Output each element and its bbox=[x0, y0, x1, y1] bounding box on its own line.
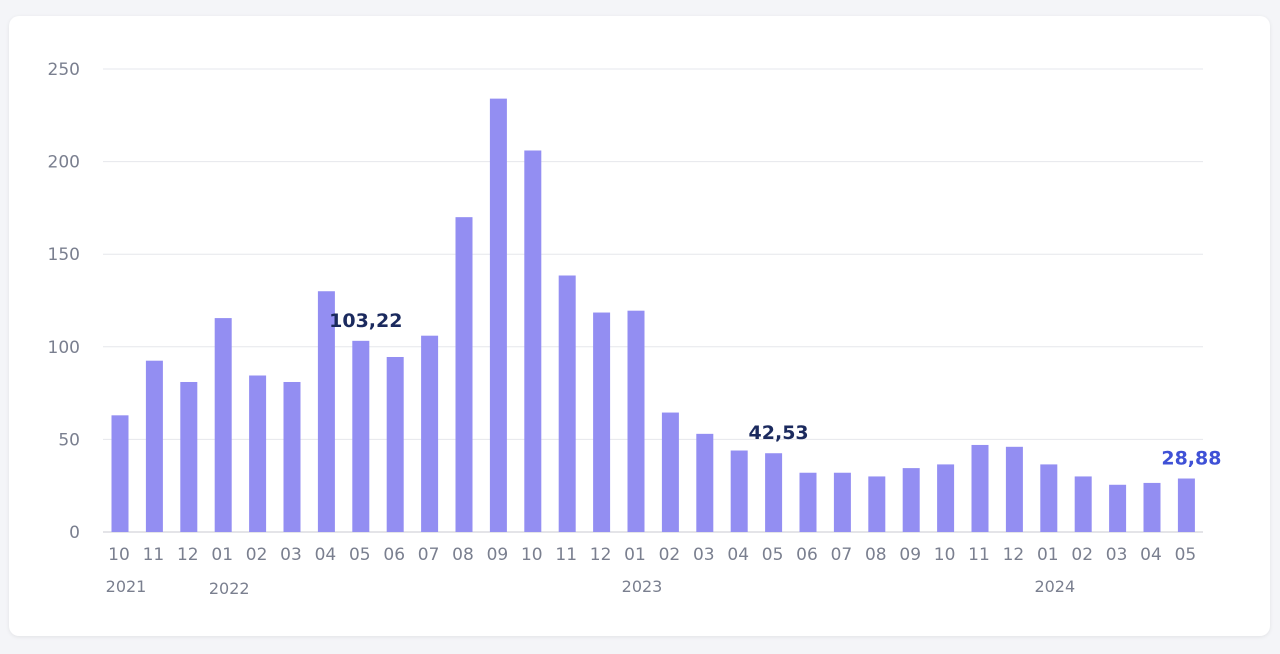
bar[interactable] bbox=[730, 450, 748, 532]
x-tick-label: 05 bbox=[349, 545, 371, 565]
x-tick-label: 01 bbox=[624, 545, 646, 565]
year-label: 2024 bbox=[1034, 577, 1075, 596]
data-label: 42,53 bbox=[749, 422, 809, 444]
bar[interactable] bbox=[593, 312, 611, 532]
x-tick-label: 09 bbox=[487, 545, 509, 565]
bar[interactable] bbox=[386, 356, 404, 532]
data-label: 28,88 bbox=[1161, 448, 1221, 470]
bar[interactable] bbox=[971, 444, 989, 532]
bar[interactable] bbox=[489, 98, 507, 533]
x-tick-label: 09 bbox=[899, 545, 921, 565]
x-tick-label: 10 bbox=[521, 545, 543, 565]
y-tick-label: 200 bbox=[48, 153, 80, 173]
x-tick-label: 03 bbox=[280, 545, 302, 565]
bar[interactable] bbox=[661, 412, 679, 532]
bar[interactable] bbox=[1005, 446, 1023, 532]
bar[interactable] bbox=[180, 381, 198, 532]
x-tick-label: 06 bbox=[383, 545, 405, 565]
bar[interactable] bbox=[1040, 464, 1058, 532]
bar[interactable] bbox=[1143, 482, 1161, 532]
year-label: 2021 bbox=[106, 577, 147, 596]
bar[interactable] bbox=[1177, 478, 1195, 532]
x-tick-label: 05 bbox=[762, 545, 784, 565]
x-tick-label: 07 bbox=[831, 545, 853, 565]
x-tick-label: 07 bbox=[418, 545, 440, 565]
bar[interactable] bbox=[558, 275, 576, 532]
x-tick-label: 12 bbox=[590, 545, 612, 565]
data-label: 103,22 bbox=[329, 310, 402, 332]
x-tick-label: 06 bbox=[796, 545, 818, 565]
bar[interactable] bbox=[833, 472, 851, 532]
x-tick-label: 12 bbox=[1003, 545, 1025, 565]
bar[interactable] bbox=[627, 310, 645, 532]
x-tick-label: 04 bbox=[727, 545, 749, 565]
x-tick-label: 04 bbox=[1140, 545, 1162, 565]
bar[interactable] bbox=[214, 318, 232, 532]
bar[interactable] bbox=[902, 468, 920, 532]
x-tick-label: 11 bbox=[143, 545, 165, 565]
y-tick-label: 250 bbox=[48, 60, 80, 80]
x-tick-label: 03 bbox=[693, 545, 715, 565]
x-tick-label: 08 bbox=[452, 545, 474, 565]
x-tick-label: 02 bbox=[659, 545, 681, 565]
y-tick-label: 0 bbox=[69, 523, 80, 543]
x-tick-label: 08 bbox=[865, 545, 887, 565]
x-tick-label: 01 bbox=[211, 545, 233, 565]
bar[interactable] bbox=[868, 476, 886, 532]
bar[interactable] bbox=[455, 217, 473, 532]
x-tick-label: 02 bbox=[1071, 545, 1093, 565]
bar[interactable] bbox=[111, 415, 129, 532]
bar[interactable] bbox=[283, 381, 301, 532]
x-tick-label: 04 bbox=[315, 545, 337, 565]
x-tick-label: 12 bbox=[177, 545, 199, 565]
x-tick-label: 03 bbox=[1106, 545, 1128, 565]
bar[interactable] bbox=[799, 472, 817, 532]
year-label: 2022 bbox=[209, 579, 250, 598]
bar[interactable] bbox=[317, 291, 335, 532]
bar[interactable] bbox=[145, 360, 163, 532]
x-tick-label: 02 bbox=[246, 545, 268, 565]
labels-layer: 10 11 12 01 02 03 04 05 06 07 08 09 10 11 12 01 02 03 04 05… bbox=[106, 310, 1222, 598]
bars-layer bbox=[111, 98, 1195, 533]
bar[interactable] bbox=[1074, 476, 1092, 532]
bar[interactable] bbox=[421, 335, 439, 532]
bar[interactable] bbox=[937, 464, 955, 532]
x-tick-label: 10 bbox=[108, 545, 130, 565]
bar[interactable] bbox=[696, 433, 714, 532]
x-tick-label: 01 bbox=[1037, 545, 1059, 565]
year-label: 2023 bbox=[622, 577, 663, 596]
x-tick-label: 11 bbox=[555, 545, 577, 565]
bar[interactable] bbox=[352, 340, 370, 532]
bar[interactable] bbox=[765, 453, 783, 532]
y-tick-label: 150 bbox=[48, 245, 80, 265]
bar[interactable] bbox=[249, 375, 267, 532]
x-tick-label: 11 bbox=[968, 545, 990, 565]
y-tick-label: 50 bbox=[58, 430, 80, 450]
x-tick-label: 05 bbox=[1175, 545, 1197, 565]
y-tick-label: 100 bbox=[48, 338, 80, 358]
x-tick-label: 10 bbox=[934, 545, 956, 565]
bar[interactable] bbox=[1109, 484, 1127, 532]
bar[interactable] bbox=[524, 150, 542, 532]
